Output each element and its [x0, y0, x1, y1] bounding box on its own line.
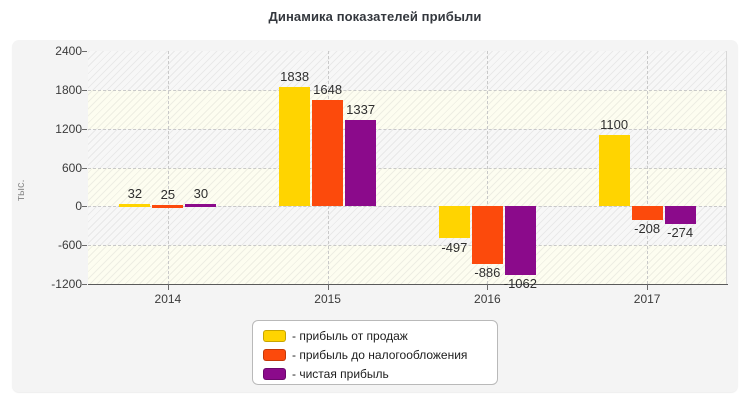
y-tick-label: 1800 [55, 82, 82, 97]
plot-band [88, 167, 727, 207]
gridline-horizontal [88, 89, 727, 91]
bar-value-label: 1648 [313, 81, 343, 97]
chart-title: Динамика показателей прибыли [268, 9, 482, 24]
bar[interactable] [471, 206, 503, 264]
bar[interactable] [119, 204, 151, 208]
plot-band [88, 128, 727, 168]
y-tick-label: 600 [61, 160, 82, 175]
y-tick-label: 0 [75, 199, 82, 214]
bar-value-label: -886 [474, 264, 501, 280]
bar-value-label: -1062 [503, 276, 537, 292]
y-tick-mark [82, 206, 87, 208]
legend-item-label: - прибыль от продаж [292, 328, 408, 343]
gridline-horizontal [88, 128, 727, 130]
bar-value-label: 30 [193, 186, 209, 202]
zero-line [88, 206, 727, 208]
x-tick-label: 2015 [314, 292, 341, 306]
bar-value-label: -274 [667, 225, 694, 241]
gridline-horizontal [88, 167, 727, 169]
gridline-vertical [487, 51, 489, 284]
bar[interactable] [279, 87, 311, 207]
gridline-vertical [647, 51, 649, 284]
bar-value-label: 25 [160, 186, 176, 202]
y-tick-mark [82, 89, 87, 91]
bar-value-label: -497 [441, 239, 468, 255]
bar[interactable] [345, 119, 377, 207]
legend-item[interactable]: - прибыль до налогообложения [263, 346, 497, 363]
bar[interactable] [438, 206, 470, 239]
y-tick-label: -600 [57, 238, 82, 253]
x-tick-mark [327, 284, 329, 290]
plot-band [88, 245, 727, 284]
y-tick-label: -1200 [51, 277, 82, 291]
plot-right-border [726, 51, 727, 284]
plot-band [88, 89, 727, 130]
y-tick-label: 1200 [55, 121, 82, 136]
legend-color-swatch [263, 367, 286, 380]
y-tick-mark [82, 284, 87, 285]
bar[interactable] [598, 135, 630, 207]
y-axis: тыс. 2400 1800 1200 600 0 -600 -1200 [15, 44, 87, 291]
x-tick-mark [167, 284, 169, 290]
legend-item[interactable]: - чистая прибыль [263, 365, 497, 382]
legend-item[interactable]: - прибыль от продаж [263, 327, 497, 344]
legend-color-swatch [263, 329, 286, 342]
chart-legend[interactable]: - прибыль от продаж - прибыль до налогооб… [252, 320, 498, 385]
bar[interactable] [664, 206, 696, 225]
legend-item-label: - прибыль до налогообложения [292, 347, 468, 362]
x-tick-mark [647, 284, 649, 290]
bar[interactable] [631, 206, 663, 220]
bar-value-label: 1838 [280, 69, 310, 85]
x-tick-mark [487, 284, 489, 290]
bar[interactable] [185, 204, 217, 208]
y-axis-title: тыс. [15, 179, 27, 201]
bar[interactable] [504, 206, 536, 276]
x-tick-label: 2017 [633, 292, 661, 306]
bar-value-label: 32 [127, 186, 143, 202]
plot-band [88, 51, 727, 91]
y-tick-mark [82, 128, 87, 130]
bar-value-label: -208 [634, 220, 661, 236]
bar[interactable] [312, 99, 344, 207]
gridline-horizontal [88, 245, 727, 247]
bar-value-label: 1337 [346, 101, 376, 117]
legend-color-swatch [263, 348, 286, 361]
x-tick-label: 2014 [154, 292, 182, 306]
y-tick-label: 2400 [55, 44, 82, 58]
gridline-vertical [167, 51, 169, 284]
bar[interactable] [152, 204, 184, 208]
y-tick-mark [82, 51, 87, 52]
x-axis-line [88, 284, 728, 285]
y-tick-mark [82, 245, 87, 247]
bar-value-label: 1100 [600, 117, 629, 133]
plot-band [88, 206, 727, 246]
y-tick-mark [82, 167, 87, 169]
legend-item-label: - чистая прибыль [292, 366, 389, 381]
x-tick-label: 2016 [474, 292, 501, 306]
plot-area [88, 51, 727, 284]
